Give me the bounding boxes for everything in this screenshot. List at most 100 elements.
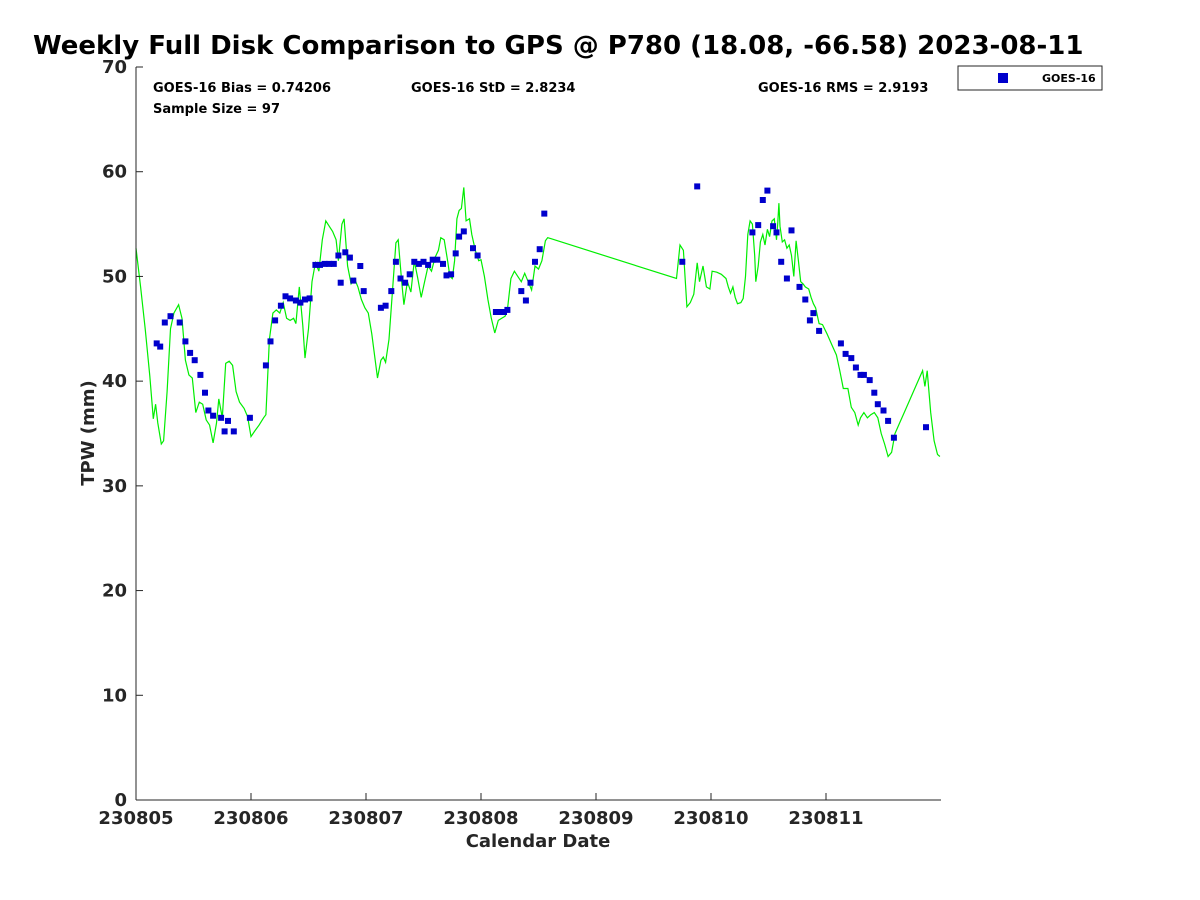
goes16-point-15 <box>230 428 237 435</box>
goes16-point-57 <box>460 228 467 235</box>
goes16-point-78 <box>778 258 785 265</box>
goes16-point-39 <box>377 304 384 311</box>
goes16-series-points-group <box>153 183 929 441</box>
goes16-point-48 <box>420 258 427 265</box>
y-tick-label-0: 0 <box>114 790 127 811</box>
goes16-point-62 <box>501 309 507 315</box>
plot-area <box>136 67 941 800</box>
y-tick-label-70: 70 <box>102 57 127 78</box>
x-tick-label-230810: 230810 <box>673 808 748 829</box>
goes16-point-24 <box>297 299 304 306</box>
goes16-point-53 <box>443 272 450 279</box>
goes16-point-60 <box>492 309 499 315</box>
x-tick-label-230807: 230807 <box>328 808 403 829</box>
goes16-point-44 <box>402 279 409 286</box>
goes16-point-84 <box>810 310 817 317</box>
legend-label-goes16: GOES-16 <box>1042 72 1096 85</box>
goes16-point-29 <box>321 260 328 267</box>
goes16-point-17 <box>262 362 269 369</box>
goes16-point-18 <box>267 338 274 345</box>
goes16-point-3 <box>167 313 174 320</box>
x-tick-label-230811: 230811 <box>788 808 863 829</box>
goes16-point-52 <box>440 260 446 267</box>
goes16-point-1 <box>157 343 164 350</box>
y-tick-label-30: 30 <box>102 476 127 497</box>
goes16-point-54 <box>448 271 455 278</box>
goes16-point-94 <box>874 401 881 408</box>
goes16-point-82 <box>802 296 809 303</box>
goes16-point-11 <box>210 412 217 419</box>
goes16-point-86 <box>837 340 844 347</box>
goes16-point-0 <box>153 340 160 347</box>
goes16-point-21 <box>282 293 289 300</box>
goes16-point-87 <box>842 350 849 357</box>
goes16-point-20 <box>277 302 284 309</box>
goes16-point-61 <box>496 309 503 315</box>
goes16-point-64 <box>518 288 525 295</box>
goes16-point-90 <box>857 371 864 378</box>
y-tick-label-40: 40 <box>102 371 127 392</box>
gps-series-line <box>135 187 941 458</box>
goes16-point-74 <box>759 197 766 203</box>
goes16-point-68 <box>536 246 543 253</box>
goes16-point-49 <box>425 261 432 268</box>
goes16-point-2 <box>161 319 168 326</box>
chart-title: Weekly Full Disk Comparison to GPS @ P78… <box>33 31 1084 61</box>
goes16-point-31 <box>330 260 337 267</box>
goes16-point-19 <box>272 317 279 324</box>
goes16-point-36 <box>350 277 357 284</box>
goes16-point-33 <box>337 279 344 286</box>
goes16-point-40 <box>382 302 389 309</box>
goes16-point-22 <box>287 295 294 302</box>
goes16-point-7 <box>191 357 198 364</box>
goes16-point-81 <box>796 283 803 290</box>
goes16-point-5 <box>182 338 189 345</box>
goes16-point-56 <box>456 233 463 240</box>
goes16-point-73 <box>755 222 762 229</box>
goes16-point-63 <box>504 306 511 313</box>
goes16-point-83 <box>806 317 813 324</box>
goes16-point-88 <box>848 355 855 362</box>
goes16-point-28 <box>317 261 323 268</box>
goes16-point-67 <box>532 258 538 265</box>
x-axis-ticks: 230805 230806 230807 230808 230809 230810 2308… <box>98 793 864 829</box>
goes16-point-85 <box>816 327 823 334</box>
goes16-point-38 <box>360 288 367 295</box>
goes16-point-95 <box>880 407 887 414</box>
goes16-point-8 <box>197 371 204 378</box>
goes16-point-6 <box>187 349 194 356</box>
goes16-point-80 <box>788 227 795 234</box>
goes16-point-66 <box>527 279 534 286</box>
x-tick-label-230808: 230808 <box>443 808 518 829</box>
goes16-point-97 <box>890 434 897 441</box>
goes16-point-59 <box>474 252 481 259</box>
goes16-point-25 <box>302 296 308 303</box>
goes16-point-45 <box>406 271 413 278</box>
legend: GOES-16 <box>957 65 1103 91</box>
goes16-point-55 <box>452 250 459 257</box>
goes16-point-98 <box>923 424 929 431</box>
goes16-point-77 <box>773 229 780 236</box>
goes16-point-70 <box>679 258 686 265</box>
x-axis-label: Calendar Date <box>466 831 611 852</box>
gps-series-line-group <box>135 187 941 458</box>
legend-box <box>957 65 1103 91</box>
goes16-point-72 <box>749 229 756 236</box>
goes16-point-76 <box>770 223 777 230</box>
goes16-point-43 <box>397 275 404 282</box>
std-stat: GOES-16 StD = 2.8234 <box>411 81 575 96</box>
goes16-point-91 <box>860 371 867 378</box>
goes16-point-35 <box>346 254 353 261</box>
goes16-point-96 <box>885 417 892 424</box>
goes16-point-89 <box>852 364 859 371</box>
goes16-point-51 <box>434 256 441 263</box>
y-tick-label-50: 50 <box>102 266 127 287</box>
goes16-point-37 <box>357 263 364 269</box>
goes16-point-65 <box>522 297 529 304</box>
goes16-point-13 <box>221 428 228 435</box>
goes16-point-50 <box>429 256 436 263</box>
goes16-point-30 <box>326 260 333 267</box>
x-tick-label-230806: 230806 <box>213 808 288 829</box>
y-tick-label-60: 60 <box>102 162 127 183</box>
x-tick-label-230809: 230809 <box>558 808 633 829</box>
